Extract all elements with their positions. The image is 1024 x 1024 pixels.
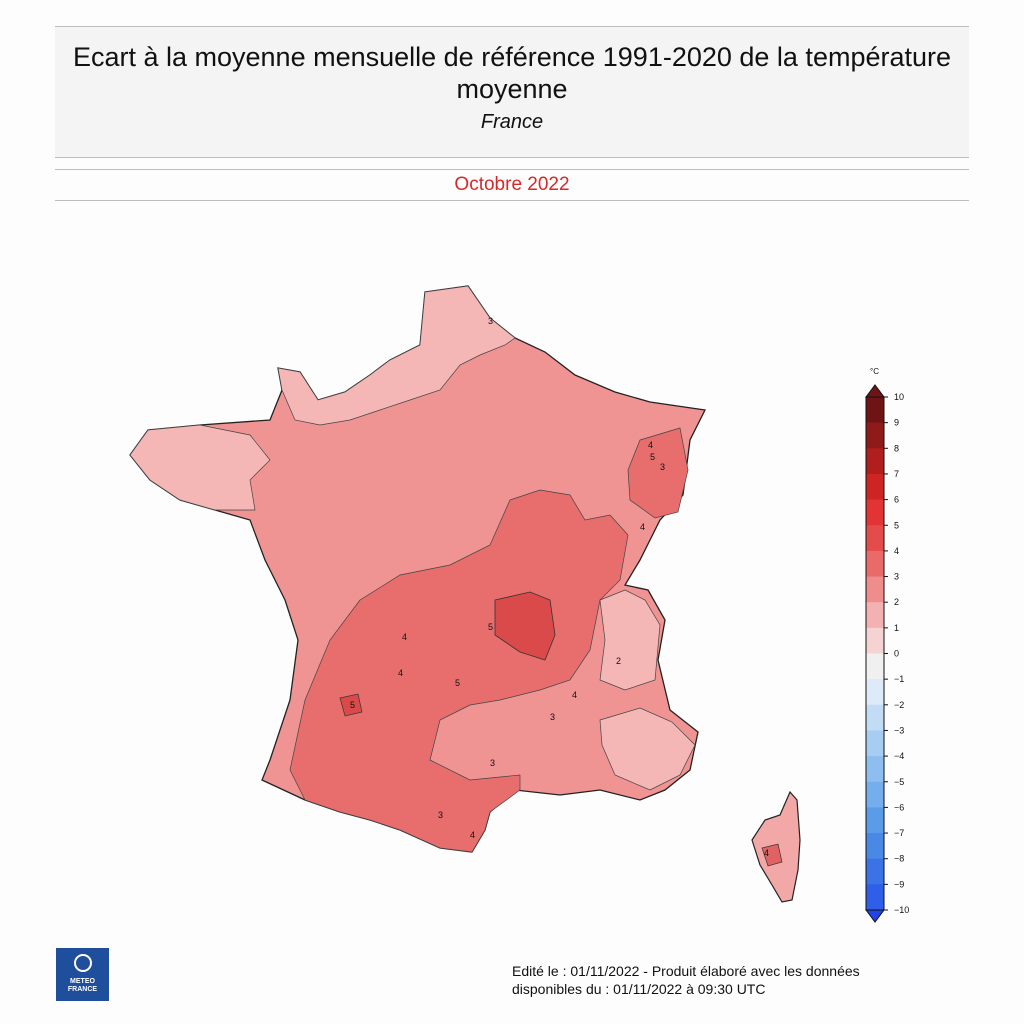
colorbar-band [866,704,884,731]
colorbar-band [866,756,884,783]
colorbar-tick-label: 3 [894,572,899,582]
contour-label: 5 [455,678,460,688]
colorbar-tick-label: 2 [894,597,899,607]
southwest-hot-spot [339,693,363,717]
alps-cool-region [599,589,661,691]
colorbar-band [866,448,884,475]
colorbar-unit: °C [870,367,879,376]
core-hot-region [494,591,556,661]
map-title: Ecart à la moyenne mensuelle de référenc… [72,42,952,104]
corsica-warm-spot [761,843,783,867]
colorbar-tick-label: −7 [894,828,904,838]
contour-label: 5 [650,452,655,462]
colorbar-band [866,627,884,654]
contour-label: 3 [550,712,555,722]
north-light-region [277,285,516,426]
colorbar-tick-label: −4 [894,751,904,761]
colorbar-band [866,730,884,757]
edition-note-line2: disponibles du : 01/11/2022 à 09:30 UTC [512,981,766,997]
contour-label: 4 [764,848,769,858]
contour-label: 3 [438,810,443,820]
colorbar-arrow [865,384,885,398]
central-warm-region [289,489,629,853]
colorbar-band [866,833,884,860]
contour-label: 3 [490,758,495,768]
provence-cool-region [599,707,696,791]
colorbar-tick-label: −1 [894,674,904,684]
logo-text-line2: FRANCE [67,986,98,993]
colorbar-tick-label: 0 [894,649,899,659]
contour-label: 2 [616,656,621,666]
contour-label: 4 [402,632,407,642]
contour-label: 5 [350,700,355,710]
colorbar-band [866,550,884,578]
colorbar-tick-label: 1 [894,623,899,633]
logo-icon [73,954,92,972]
map-subtitle: France [480,111,544,133]
period-label: Octobre 2022 [55,169,969,201]
colorbar-tick-label: 4 [894,546,899,556]
colorbar-band [866,397,884,424]
contour-label: 3 [488,316,493,326]
colorbar-band [866,499,884,526]
colorbar-tick-label: 8 [894,443,899,453]
brittany-light-region [129,424,271,511]
colorbar-band [866,653,884,680]
alsace-warm-region [627,427,689,519]
colorbar-tick-label: −6 [894,802,904,812]
contour-label: 4 [640,522,645,532]
colorbar-tick-label: −8 [894,854,904,864]
colorbar-band [866,858,884,885]
colorbar-tick-label: 9 [894,418,899,428]
colorbar-arrow [865,909,885,923]
edition-note: Edité le : 01/11/2022 - Produit élaboré … [512,962,860,998]
colorbar-tick-label: 6 [894,495,899,505]
colorbar-band [866,781,884,808]
logo-text-line1: METEO [70,978,95,985]
colorbar-tick-label: −3 [894,725,904,735]
contour-label: 3 [660,462,665,472]
contour-label: 4 [398,668,403,678]
colorbar-tick-label: 7 [894,469,899,479]
contour-label: 4 [648,440,653,450]
edition-note-line1: Edité le : 01/11/2022 - Produit élaboré … [512,963,860,979]
colorbar-tick-label: 5 [894,520,899,530]
colorbar-tick-label: −2 [894,700,904,710]
colorbar-tick-label: 10 [894,392,904,402]
colorbar-band [866,884,884,911]
colorbar-band [866,422,884,449]
colorbar-band [866,525,884,552]
colorbar-tick-label: −10 [894,905,909,915]
contour-label: 4 [572,690,577,700]
colorbar-band [866,679,884,706]
meteo-france-logo: METEO FRANCE [56,948,109,1001]
title-panel: Ecart à la moyenne mensuelle de référenc… [55,26,969,158]
colorbar-band [866,473,884,501]
colorbar-tick-label: −9 [894,879,904,889]
colorbar-band [866,807,884,834]
colorbar-tick-label: −5 [894,777,904,787]
colorbar-band [866,602,884,629]
contour-label: 5 [488,622,493,632]
colorbar-band [866,576,884,603]
contour-label: 4 [470,830,475,840]
